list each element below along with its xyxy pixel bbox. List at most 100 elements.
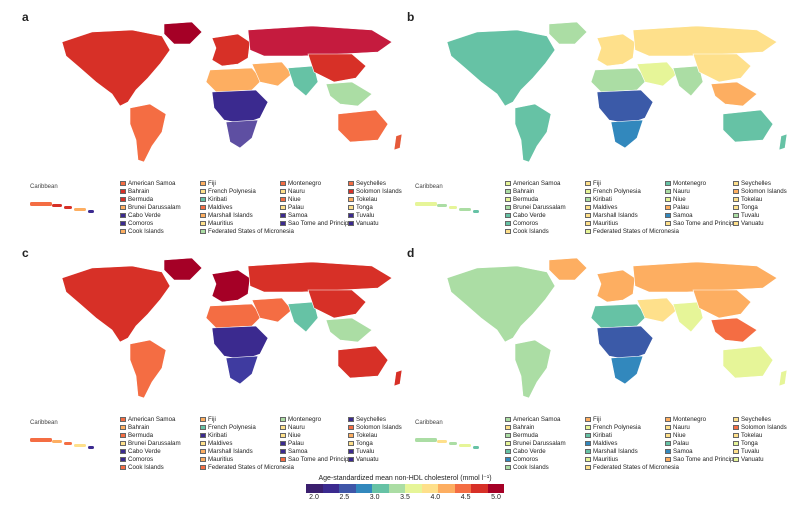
legend-item: Solomon Islands — [733, 188, 787, 195]
legend-item: Sao Tome and Principe — [665, 456, 737, 463]
legend-swatch — [200, 456, 206, 462]
caribbean-island — [449, 442, 457, 445]
region-north-america — [61, 29, 171, 107]
legend-label: Nauru — [673, 188, 690, 195]
region-australia — [337, 109, 389, 143]
legend-item: Vanuatu — [348, 456, 379, 463]
legend-item: Montenegro — [280, 416, 321, 423]
legend-label: Tonga — [741, 204, 758, 211]
legend-swatch — [200, 228, 206, 234]
legend-label: Tuvalu — [741, 212, 760, 219]
legend-item: Palau — [665, 440, 689, 447]
legend-item: Mauritius — [200, 456, 233, 463]
legend-swatch — [120, 464, 126, 470]
region-europe — [596, 269, 636, 303]
caribbean-island — [473, 446, 479, 449]
caribbean-inset — [30, 202, 94, 213]
legend-label: Montenegro — [673, 180, 707, 187]
region-south-asia — [287, 301, 319, 333]
legend-item: Montenegro — [280, 180, 321, 187]
legend-item: French Polynesia — [200, 424, 256, 431]
legend-swatch — [585, 180, 591, 186]
legend-item: American Samoa — [505, 416, 560, 423]
legend-label: Federated States of Micronesia — [593, 228, 679, 235]
legend-swatch — [665, 432, 671, 438]
legend-label: Montenegro — [673, 416, 707, 423]
legend-swatch — [280, 432, 286, 438]
legend-swatch — [120, 440, 126, 446]
region-greenland — [163, 257, 203, 281]
legend-item: Brunei Darussalam — [120, 440, 181, 447]
legend-item: Seychelles — [733, 416, 771, 423]
legend-label: French Polynesia — [208, 188, 256, 195]
legend-item: Federated States of Micronesia — [200, 228, 294, 235]
legend-label: Federated States of Micronesia — [208, 464, 294, 471]
region-southeast-asia — [325, 81, 373, 107]
legend-item: Bermuda — [505, 196, 538, 203]
legend-label: Tonga — [741, 440, 758, 447]
region-africa-north — [590, 67, 648, 93]
legend-item: Tonga — [348, 440, 373, 447]
island-legend: American Samoa Bahrain Bermuda Brunei Darus… — [120, 180, 420, 242]
legend-swatch — [585, 196, 591, 202]
legend-item: Maldives — [585, 204, 617, 211]
region-australia — [722, 109, 774, 143]
legend-item: Comoros — [505, 220, 538, 227]
legend-label: Niue — [288, 432, 301, 439]
colorbar-tick: 4.5 — [460, 494, 471, 501]
legend-item: Palau — [665, 204, 689, 211]
legend-item: Cook Islands — [505, 228, 549, 235]
legend-label: Mauritius — [593, 220, 619, 227]
legend-item: Cook Islands — [120, 228, 164, 235]
region-south-america — [129, 339, 167, 399]
legend-item: Comoros — [120, 456, 153, 463]
legend-item: Sao Tome and Principe — [280, 456, 352, 463]
legend-label: Niue — [288, 196, 301, 203]
legend-swatch — [733, 180, 739, 186]
legend-swatch — [348, 416, 354, 422]
legend-item: Tokelau — [733, 196, 762, 203]
legend-label: Kiribati — [208, 432, 227, 439]
legend-item: Seychelles — [348, 416, 386, 423]
legend-swatch — [120, 196, 126, 202]
legend-swatch — [280, 220, 286, 226]
legend-label: Kiribati — [593, 432, 612, 439]
legend-label: Mauritius — [208, 456, 234, 463]
legend-item: French Polynesia — [585, 424, 641, 431]
legend-item: Vanuatu — [733, 220, 764, 227]
legend-item: Tokelau — [348, 196, 377, 203]
legend-item: Fiji — [585, 180, 601, 187]
legend-label: Nauru — [288, 424, 305, 431]
legend-item: Kiribati — [585, 196, 612, 203]
legend-swatch — [665, 440, 671, 446]
legend-label: Tokelau — [741, 196, 763, 203]
legend-label: Tokelau — [356, 196, 378, 203]
legend-label: Sao Tome and Principe — [673, 220, 737, 227]
legend-swatch — [200, 196, 206, 202]
legend-label: Fiji — [593, 180, 601, 187]
legend-label: Bahrain — [128, 424, 150, 431]
legend-label: Seychelles — [741, 416, 771, 423]
legend-label: Tuvalu — [356, 212, 375, 219]
legend-swatch — [505, 220, 511, 226]
legend-item: Kiribati — [585, 432, 612, 439]
legend-item: Vanuatu — [733, 456, 764, 463]
colorbar-step — [372, 484, 389, 493]
legend-swatch — [280, 456, 286, 462]
legend-item: Montenegro — [665, 180, 706, 187]
legend-item: Mauritius — [200, 220, 233, 227]
legend-swatch — [200, 188, 206, 194]
legend-label: Fiji — [208, 180, 216, 187]
legend-label: Comoros — [513, 220, 539, 227]
legend-swatch — [348, 196, 354, 202]
legend-swatch — [665, 220, 671, 226]
legend-item: Bermuda — [505, 432, 538, 439]
region-africa-central — [211, 89, 269, 125]
legend-label: Maldives — [593, 440, 618, 447]
legend-label: Vanuatu — [741, 220, 764, 227]
region-south-asia — [672, 65, 704, 97]
legend-swatch — [120, 448, 126, 454]
legend-item: Seychelles — [733, 180, 771, 187]
legend-item: Palau — [280, 204, 304, 211]
legend-label: Solomon Islands — [356, 188, 402, 195]
